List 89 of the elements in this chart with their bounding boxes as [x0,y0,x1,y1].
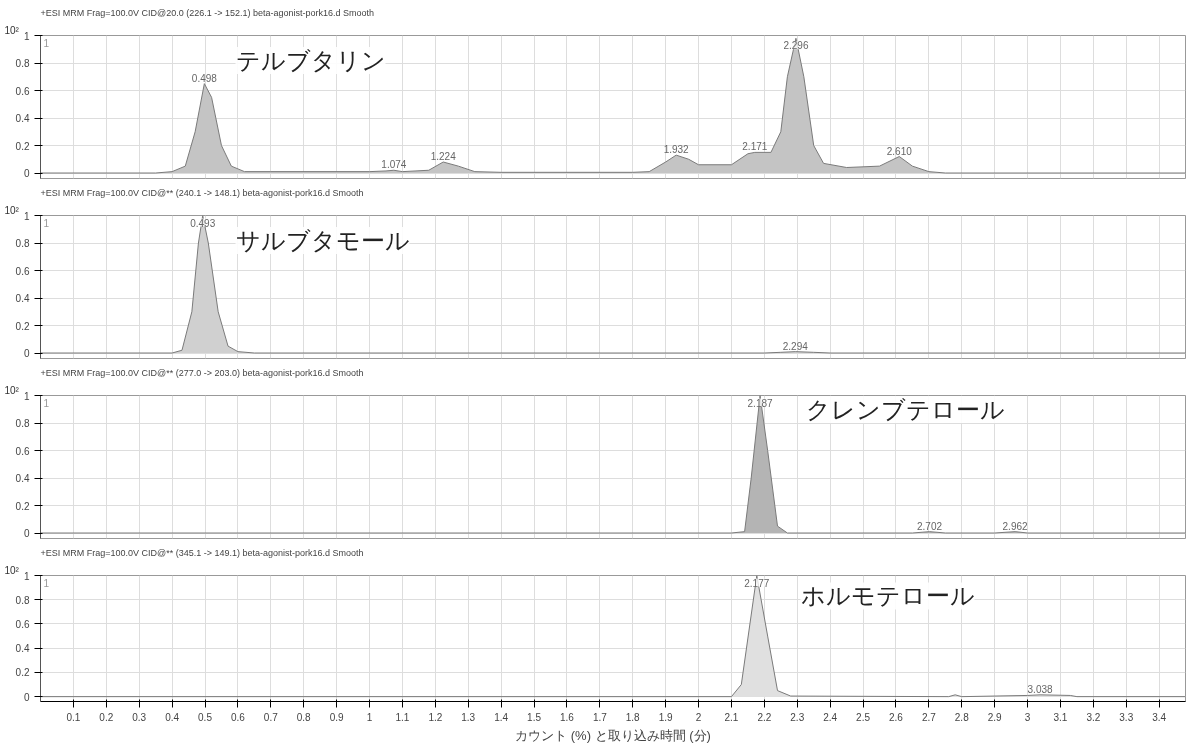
y-tick-label: 0.2 [15,140,30,152]
chart-title: +ESI MRM Frag=100.0V CID@** (277.0 -> 203.0) beta-agonist-pork16.d Smooth [40,367,364,378]
y-tick-label: 0.4 [15,643,30,655]
y-tick-label: 0.6 [15,445,30,457]
x-tick-label: 1.2 [428,711,443,723]
x-tick-label: 2.9 [987,711,1003,723]
y-tick-label: 0.6 [15,618,30,630]
annotation: 1 [43,577,50,589]
x-tick-label: 0.8 [296,711,312,723]
x-tick-label: 2 [695,711,702,723]
x-tick-label: 0.1 [66,711,81,723]
chart-title: +ESI MRM Frag=100.0V CID@20.0 (226.1 -> 152.1) beta-agonist-pork16.d Smooth [40,7,375,18]
x-tick-label: 1.4 [494,711,509,723]
annotation: 2.177 [744,577,770,589]
x-tick-label: 1.6 [559,711,575,723]
x-tick-label: 1.7 [592,711,608,723]
x-axis-title: カウント (%) と取り込み時間 (分) [515,727,711,743]
y-tick-label: 0.2 [15,500,30,512]
x-tick-label: 1.1 [395,711,410,723]
x-tick-label: 2.8 [954,711,970,723]
annotation: 2.610 [886,145,913,157]
y-tick-label: 1 [23,390,30,402]
y-tick-label: 0.8 [15,58,30,69]
chart-title: +ESI MRM Frag=100.0V CID@** (240.1 -> 148.1) beta-agonist-pork16.d Smooth [40,187,364,198]
annotation: 2.294 [782,340,809,352]
text: 10² [4,564,20,576]
annotation: 0.493 [190,217,216,229]
annotation: 2.187 [747,397,774,409]
x-tick-label: 0.3 [132,711,147,723]
x-tick-label: 0.6 [230,711,246,723]
y-tick-label: 1 [23,570,30,582]
annotation: クレンブテロール [805,396,1005,423]
annotation: 1 [43,397,50,409]
x-tick-label: 0.9 [329,711,345,723]
x-tick-label: 3.1 [1053,711,1068,723]
annotation: 2.296 [783,40,809,52]
y-tick-label: 0.2 [15,667,30,679]
annotation: 3.038 [1027,683,1054,695]
y-tick-label: 0 [23,691,30,703]
annotation: 2.962 [1002,520,1029,532]
annotation: 1.224 [430,151,457,162]
y-tick-label: 0.6 [15,265,30,277]
x-tick-label: 1.8 [625,711,641,723]
annotation: 2.702 [917,520,943,532]
x-tick-label: 3.4 [1152,711,1167,723]
x-tick-label: 3.3 [1119,711,1134,723]
text: 10² [4,384,20,396]
x-tick-label: 2.3 [790,711,805,723]
chart-title: +ESI MRM Frag=100.0V CID@** (345.1 -> 149.1) beta-agonist-pork16.d Smooth [40,547,364,558]
y-tick-label: 0.4 [15,293,30,304]
y-tick-label: 0 [23,348,30,359]
x-tick-label: 1.9 [658,711,674,723]
annotation: 1.074 [381,159,407,171]
y-tick-label: 1 [23,30,30,42]
y-tick-label: 0.2 [15,320,30,332]
x-tick-label: 1 [366,711,373,723]
y-tick-label: 0.8 [15,594,30,606]
annotation: テルブタリン [235,47,386,74]
x-tick-label: 0.5 [198,711,213,723]
x-tick-label: 2.1 [724,711,739,723]
annotation: 2.171 [742,141,768,153]
x-tick-label: 2.6 [889,711,904,723]
x-tick-label: 1.5 [527,711,542,723]
annotation: 1 [43,217,50,229]
y-tick-label: 0.8 [15,238,30,249]
x-tick-label: 0.4 [165,711,180,723]
annotation: 1.932 [663,144,690,156]
text: 10² [4,204,20,216]
x-tick-label: 2.7 [921,711,937,723]
y-tick-label: 1 [23,210,30,222]
y-tick-label: 0.6 [15,85,30,97]
y-tick-label: 0.4 [15,113,30,124]
x-tick-label: 0.7 [263,711,279,723]
y-tick-label: 0.8 [15,418,30,429]
x-tick-label: 2.2 [757,711,772,723]
annotation: 0.498 [191,72,218,84]
x-tick-label: 0.2 [99,711,114,723]
annotation: ホルモテロール [800,582,975,610]
x-tick-label: 1.3 [461,711,476,723]
y-tick-label: 0 [23,528,30,539]
y-tick-label: 0.4 [15,473,30,484]
annotation: サルブタモール [235,227,410,254]
x-tick-label: 3.2 [1086,711,1101,723]
annotation: 1 [43,37,50,49]
x-tick-label: 2.4 [823,711,838,723]
text: 10² [4,24,20,36]
x-tick-label: 3 [1024,711,1031,723]
y-tick-label: 0 [23,168,30,179]
x-tick-label: 2.5 [856,711,871,723]
